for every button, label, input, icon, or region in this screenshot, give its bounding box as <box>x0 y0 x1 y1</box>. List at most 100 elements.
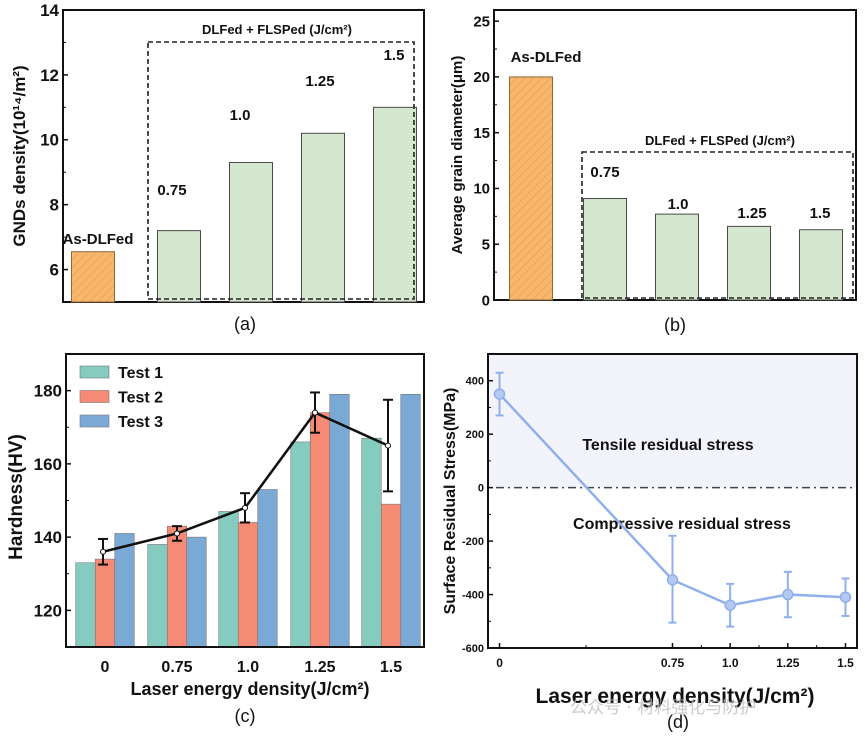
tensile-region <box>488 354 857 488</box>
y-tick-label: 120 <box>34 601 62 620</box>
legend-label: Test 2 <box>118 390 163 407</box>
bar-label: 1.5 <box>810 205 831 222</box>
bar-test3 <box>114 533 135 648</box>
bar-test2 <box>237 522 259 648</box>
mean-point <box>385 442 391 449</box>
y-tick-label: 5 <box>482 236 490 253</box>
y-tick-label: 8 <box>50 196 59 215</box>
bar-test2 <box>166 525 188 648</box>
y-tick-label: -200 <box>462 536 484 548</box>
x-tick-label: 0 <box>101 659 110 676</box>
y-tick-label: 6 <box>50 261 59 280</box>
panel-label: (d) <box>667 712 689 732</box>
x-tick-label: 1.0 <box>237 659 259 676</box>
y-tick-label: 25 <box>473 13 490 30</box>
legend: Test 1 Test 2 Test 3 <box>79 365 163 431</box>
y-tick-label: -400 <box>462 589 484 601</box>
y-tick-label: 15 <box>473 125 490 142</box>
y-axis-title: Surface Residual Stress(MPa) <box>442 388 459 615</box>
y-tick-label: 20 <box>473 69 490 86</box>
bar-test1 <box>147 544 168 648</box>
mean-point <box>100 548 106 555</box>
x-axis-title: Laser energy density(J/cm²) <box>130 679 369 699</box>
y-tick-label: 12 <box>40 66 59 85</box>
panel-label: (b) <box>664 315 686 335</box>
x-tick-label: 1.25 <box>776 656 800 670</box>
y-tick-label: 140 <box>34 528 62 547</box>
bar-test3 <box>329 393 350 648</box>
watermark: 公众号 · 材料强化与防护 <box>570 698 756 718</box>
bar-test2 <box>380 503 402 648</box>
y-tick-label: 400 <box>466 376 484 388</box>
bar <box>727 225 771 301</box>
bar-label: As-DLFed <box>63 231 134 248</box>
bar-test1 <box>75 562 96 648</box>
y-tick-label: 0 <box>478 482 484 494</box>
x-tick-label: 0.75 <box>661 656 685 670</box>
x-tick-label: 1.5 <box>837 656 854 670</box>
bar-test3 <box>257 489 278 648</box>
data-point <box>724 599 736 611</box>
data-point <box>493 388 506 400</box>
y-tick-label: -600 <box>462 643 484 655</box>
bar-label: 1.25 <box>737 205 766 222</box>
mean-point <box>312 409 318 416</box>
bar-test1 <box>361 437 382 648</box>
y-tick-label: 10 <box>40 131 59 150</box>
group-box <box>147 41 415 300</box>
legend-swatch <box>79 365 110 379</box>
legend-label: Test 1 <box>118 365 163 382</box>
mean-point <box>242 504 248 511</box>
y-tick-label: 160 <box>34 455 62 474</box>
tensile-annotation: Tensile residual stress <box>582 437 753 454</box>
bar-test3 <box>186 536 207 648</box>
x-axis-title: Laser energy density(J/cm²) <box>536 685 815 708</box>
data-point <box>782 588 794 601</box>
y-tick-label: 180 <box>34 382 62 401</box>
x-tick-label: 1.0 <box>722 656 739 670</box>
y-tick-label: 10 <box>473 181 490 198</box>
y-tick-label: 200 <box>466 429 484 441</box>
bar-label: 1.5 <box>384 47 405 64</box>
data-point <box>666 574 679 586</box>
bar-test1 <box>218 511 239 648</box>
y-axis-title: GNDs density(10¹⁴/m²) <box>10 65 29 246</box>
x-tick-label: 1.25 <box>304 659 335 676</box>
x-tick-label: 1.5 <box>380 659 402 676</box>
bar <box>373 106 417 303</box>
chart-d-residual-stress: -600 -400 -200 0 200 400 0 0.75 1.0 1.25 1.5 Tens… <box>442 353 858 732</box>
mean-point <box>174 530 180 537</box>
y-axis-title: Hardness(HV) <box>6 434 27 560</box>
chart-a-gnds-density: 6 8 10 12 14 DLFed + FLSPed (J/cm²) As-DLFed… <box>10 1 425 334</box>
group-label: DLFed + FLSPed (J/cm²) <box>202 22 352 37</box>
data-point <box>839 591 852 603</box>
bar <box>157 230 201 303</box>
bar <box>799 229 843 301</box>
bar <box>71 251 115 303</box>
bar <box>583 198 627 301</box>
legend-label: Test 3 <box>118 414 163 431</box>
panel-label: (c) <box>235 706 256 726</box>
y-axis-title: Average grain diameter(μm) <box>449 56 466 255</box>
bar-label: As-DLFed <box>511 49 582 66</box>
bar-label: 1.0 <box>230 107 251 124</box>
bar-label: 0.75 <box>590 164 619 181</box>
legend-swatch <box>79 414 110 428</box>
panel-label: (a) <box>234 314 256 334</box>
group-label: DLFed + FLSPed (J/cm²) <box>645 133 795 148</box>
bar-test2 <box>309 412 331 648</box>
bar-test1 <box>290 441 311 648</box>
bar <box>655 213 699 301</box>
bar-test3 <box>400 393 421 648</box>
bar <box>509 76 553 301</box>
x-tick-label: 0.75 <box>161 659 192 676</box>
bar <box>229 161 273 303</box>
chart-b-grain-diameter: 0 5 10 15 20 25 DLFed + FLSPed (J/cm²) As-DLF… <box>449 9 857 335</box>
bar-label: 0.75 <box>157 182 186 199</box>
group-box <box>581 151 854 299</box>
legend-swatch <box>79 390 110 403</box>
bar <box>301 132 345 303</box>
bar-test2 <box>94 558 116 648</box>
